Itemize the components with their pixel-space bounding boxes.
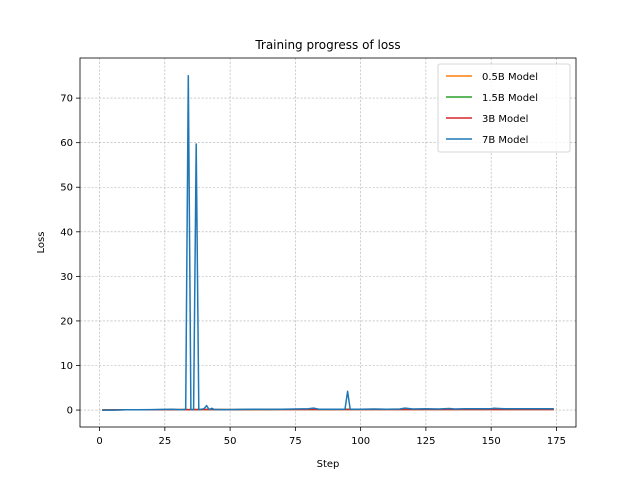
y-axis-ticks: 0 10 20 30 40 50 60 70 — [60, 94, 80, 417]
y-tick-label: 20 — [60, 316, 73, 327]
x-axis-label: Step — [317, 459, 340, 470]
y-tick-label: 40 — [60, 227, 73, 238]
legend-label: 7B Model — [482, 135, 528, 146]
x-tick-label: 75 — [289, 436, 302, 447]
legend-label: 1.5B Model — [482, 93, 538, 104]
x-axis-ticks: 0 25 50 75 100 125 150 175 — [96, 427, 566, 447]
x-tick-label: 150 — [482, 436, 501, 447]
y-tick-label: 0 — [67, 406, 73, 417]
legend-label: 3B Model — [482, 114, 528, 125]
legend: 0.5B Model 1.5B Model 3B Model 7B Model — [437, 63, 571, 153]
y-axis-label: Loss — [36, 232, 47, 254]
y-tick-label: 70 — [60, 94, 73, 105]
x-tick-label: 50 — [224, 436, 237, 447]
x-tick-label: 125 — [416, 436, 435, 447]
x-tick-label: 175 — [547, 436, 566, 447]
y-tick-label: 60 — [60, 138, 73, 149]
y-tick-label: 50 — [60, 183, 73, 194]
x-tick-label: 100 — [351, 436, 370, 447]
x-tick-label: 0 — [96, 436, 102, 447]
legend-label: 0.5B Model — [482, 72, 538, 83]
y-tick-label: 30 — [60, 272, 73, 283]
chart-title: Training progress of loss — [254, 38, 400, 52]
x-tick-label: 25 — [158, 436, 171, 447]
legend-box — [437, 63, 571, 153]
y-tick-label: 10 — [60, 361, 73, 372]
plot-frame — [79, 57, 577, 428]
series-line-4 — [102, 75, 554, 411]
series-lines — [102, 75, 554, 411]
